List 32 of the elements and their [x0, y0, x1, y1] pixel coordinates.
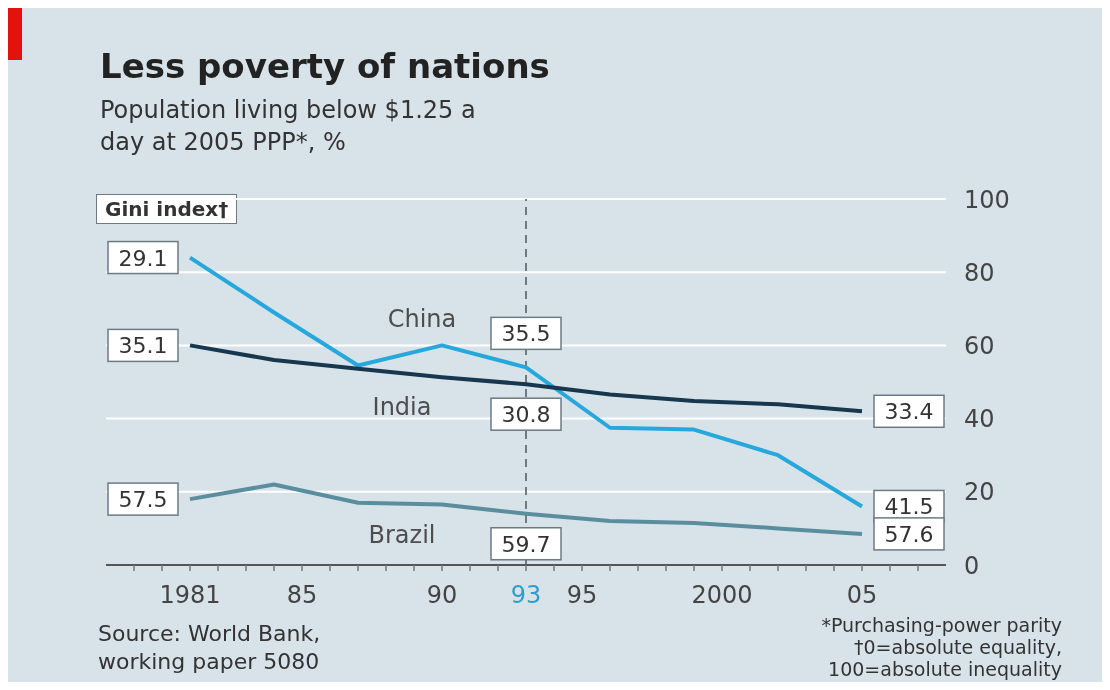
- line-series: [188, 255, 864, 509]
- annotation: 30.8: [501, 402, 551, 428]
- annotation: 59.7: [501, 531, 551, 557]
- series-label: Brazil: [368, 520, 436, 549]
- series-label: India: [372, 393, 432, 422]
- annotation: 29.1: [118, 245, 168, 271]
- x-tick-label: 90: [426, 581, 458, 609]
- x-tick-label: 05: [846, 581, 878, 609]
- y-tick-label: 40: [964, 405, 995, 434]
- y-tick-label: 80: [964, 258, 995, 287]
- y-tick-label: 60: [964, 331, 995, 360]
- y-tick-label: 100: [964, 185, 1010, 214]
- x-tick-label: 2000: [691, 581, 753, 609]
- source-note: Source: World Bank, working paper 5080: [98, 620, 322, 676]
- series-label: China: [387, 305, 457, 334]
- chart-subtitle: Population living below $1.25 a day at 2005 PPP*, %: [100, 95, 477, 158]
- annotation: 57.6: [884, 521, 934, 547]
- x-tick-label: 93: [510, 581, 542, 609]
- text: *Purchasing-power parity: [820, 614, 1062, 636]
- annotation: 35.5: [501, 321, 551, 347]
- x-tick-label: 1981: [159, 581, 221, 609]
- annotation: 35.1: [118, 333, 168, 359]
- annotation: 57.5: [118, 487, 168, 513]
- x-tick-label: 95: [566, 581, 598, 609]
- text: †0=absolute equality, 100=absolute inequality: [827, 636, 1062, 680]
- annotation: 33.4: [884, 399, 934, 425]
- annotation: 41.5: [884, 494, 934, 520]
- annotation: Gini index†: [96, 194, 238, 224]
- y-tick-label: 0: [964, 551, 980, 580]
- chart-title: Less poverty of nations: [100, 46, 550, 86]
- x-tick-label: 85: [286, 581, 318, 609]
- y-tick-label: 20: [964, 478, 995, 507]
